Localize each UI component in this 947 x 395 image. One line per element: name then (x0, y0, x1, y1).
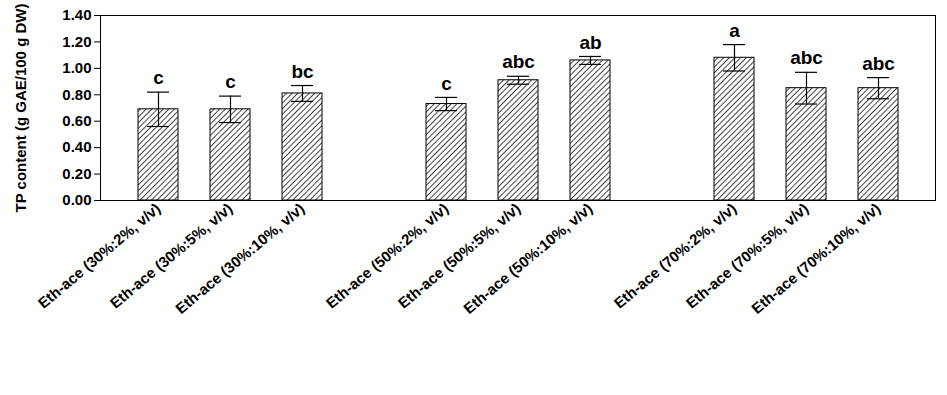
svg-text:0.80: 0.80 (62, 86, 91, 103)
svg-text:1.20: 1.20 (62, 33, 91, 50)
svg-text:Eth-ace (50%:10%, v/v): Eth-ace (50%:10%, v/v) (460, 199, 595, 317)
svg-text:Eth-ace (30%:10%, v/v): Eth-ace (30%:10%, v/v) (172, 199, 307, 317)
svg-text:0.00: 0.00 (62, 191, 91, 208)
svg-text:c: c (225, 71, 236, 92)
svg-text:abc: abc (502, 51, 535, 72)
svg-text:0.20: 0.20 (62, 165, 91, 182)
svg-text:TP content (g GAE/100 g DW): TP content (g GAE/100 g DW) (12, 4, 29, 213)
svg-text:ab: ab (579, 32, 601, 53)
svg-text:Eth-ace (70%:10%, v/v): Eth-ace (70%:10%, v/v) (748, 199, 883, 317)
svg-text:c: c (153, 67, 164, 88)
svg-text:Eth-ace (70%:2%, v/v): Eth-ace (70%:2%, v/v) (610, 199, 739, 311)
svg-text:1.00: 1.00 (62, 59, 91, 76)
svg-text:1.40: 1.40 (62, 6, 91, 23)
svg-text:Eth-ace (50%:5%, v/v): Eth-ace (50%:5%, v/v) (394, 199, 523, 311)
svg-text:a: a (729, 20, 740, 41)
svg-text:0.60: 0.60 (62, 112, 91, 129)
svg-text:abc: abc (862, 53, 895, 74)
svg-text:c: c (441, 73, 452, 94)
svg-text:0.40: 0.40 (62, 138, 91, 155)
svg-text:Eth-ace (50%:2%, v/v): Eth-ace (50%:2%, v/v) (322, 199, 451, 311)
svg-text:Eth-ace (30%:2%, v/v): Eth-ace (30%:2%, v/v) (34, 199, 163, 311)
svg-text:abc: abc (790, 47, 823, 68)
svg-text:Eth-ace (70%:5%, v/v): Eth-ace (70%:5%, v/v) (682, 199, 811, 311)
svg-text:Eth-ace (30%:5%, v/v): Eth-ace (30%:5%, v/v) (106, 199, 235, 311)
svg-text:bc: bc (291, 61, 314, 82)
